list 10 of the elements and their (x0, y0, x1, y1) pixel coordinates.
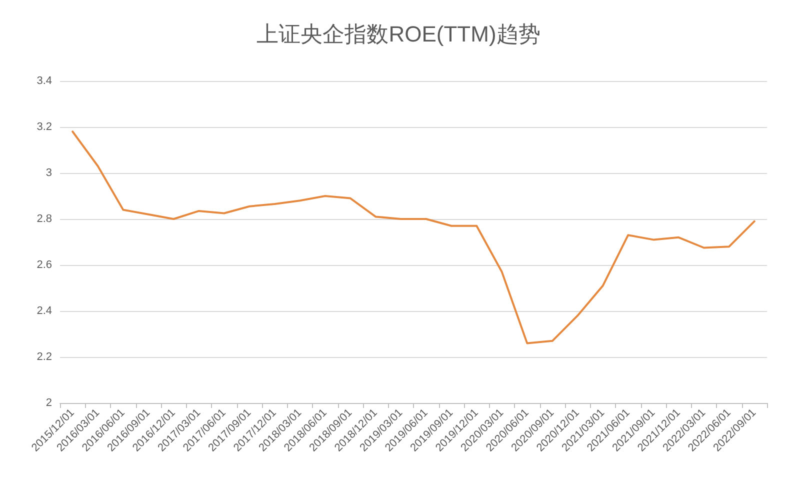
y-tick-label: 2.2 (36, 351, 52, 363)
y-tick-label: 3 (46, 167, 52, 179)
y-tick-label: 3.4 (36, 75, 52, 87)
y-tick-label: 2 (46, 397, 52, 409)
y-tick-label: 2.4 (36, 305, 52, 317)
y-tick-label: 2.8 (36, 213, 52, 225)
line-series (72, 130, 756, 344)
y-tick-label: 3.2 (36, 121, 52, 133)
y-tick-label: 2.6 (36, 259, 52, 271)
chart-title: 上证央企指数ROE(TTM)趋势 (256, 22, 540, 46)
